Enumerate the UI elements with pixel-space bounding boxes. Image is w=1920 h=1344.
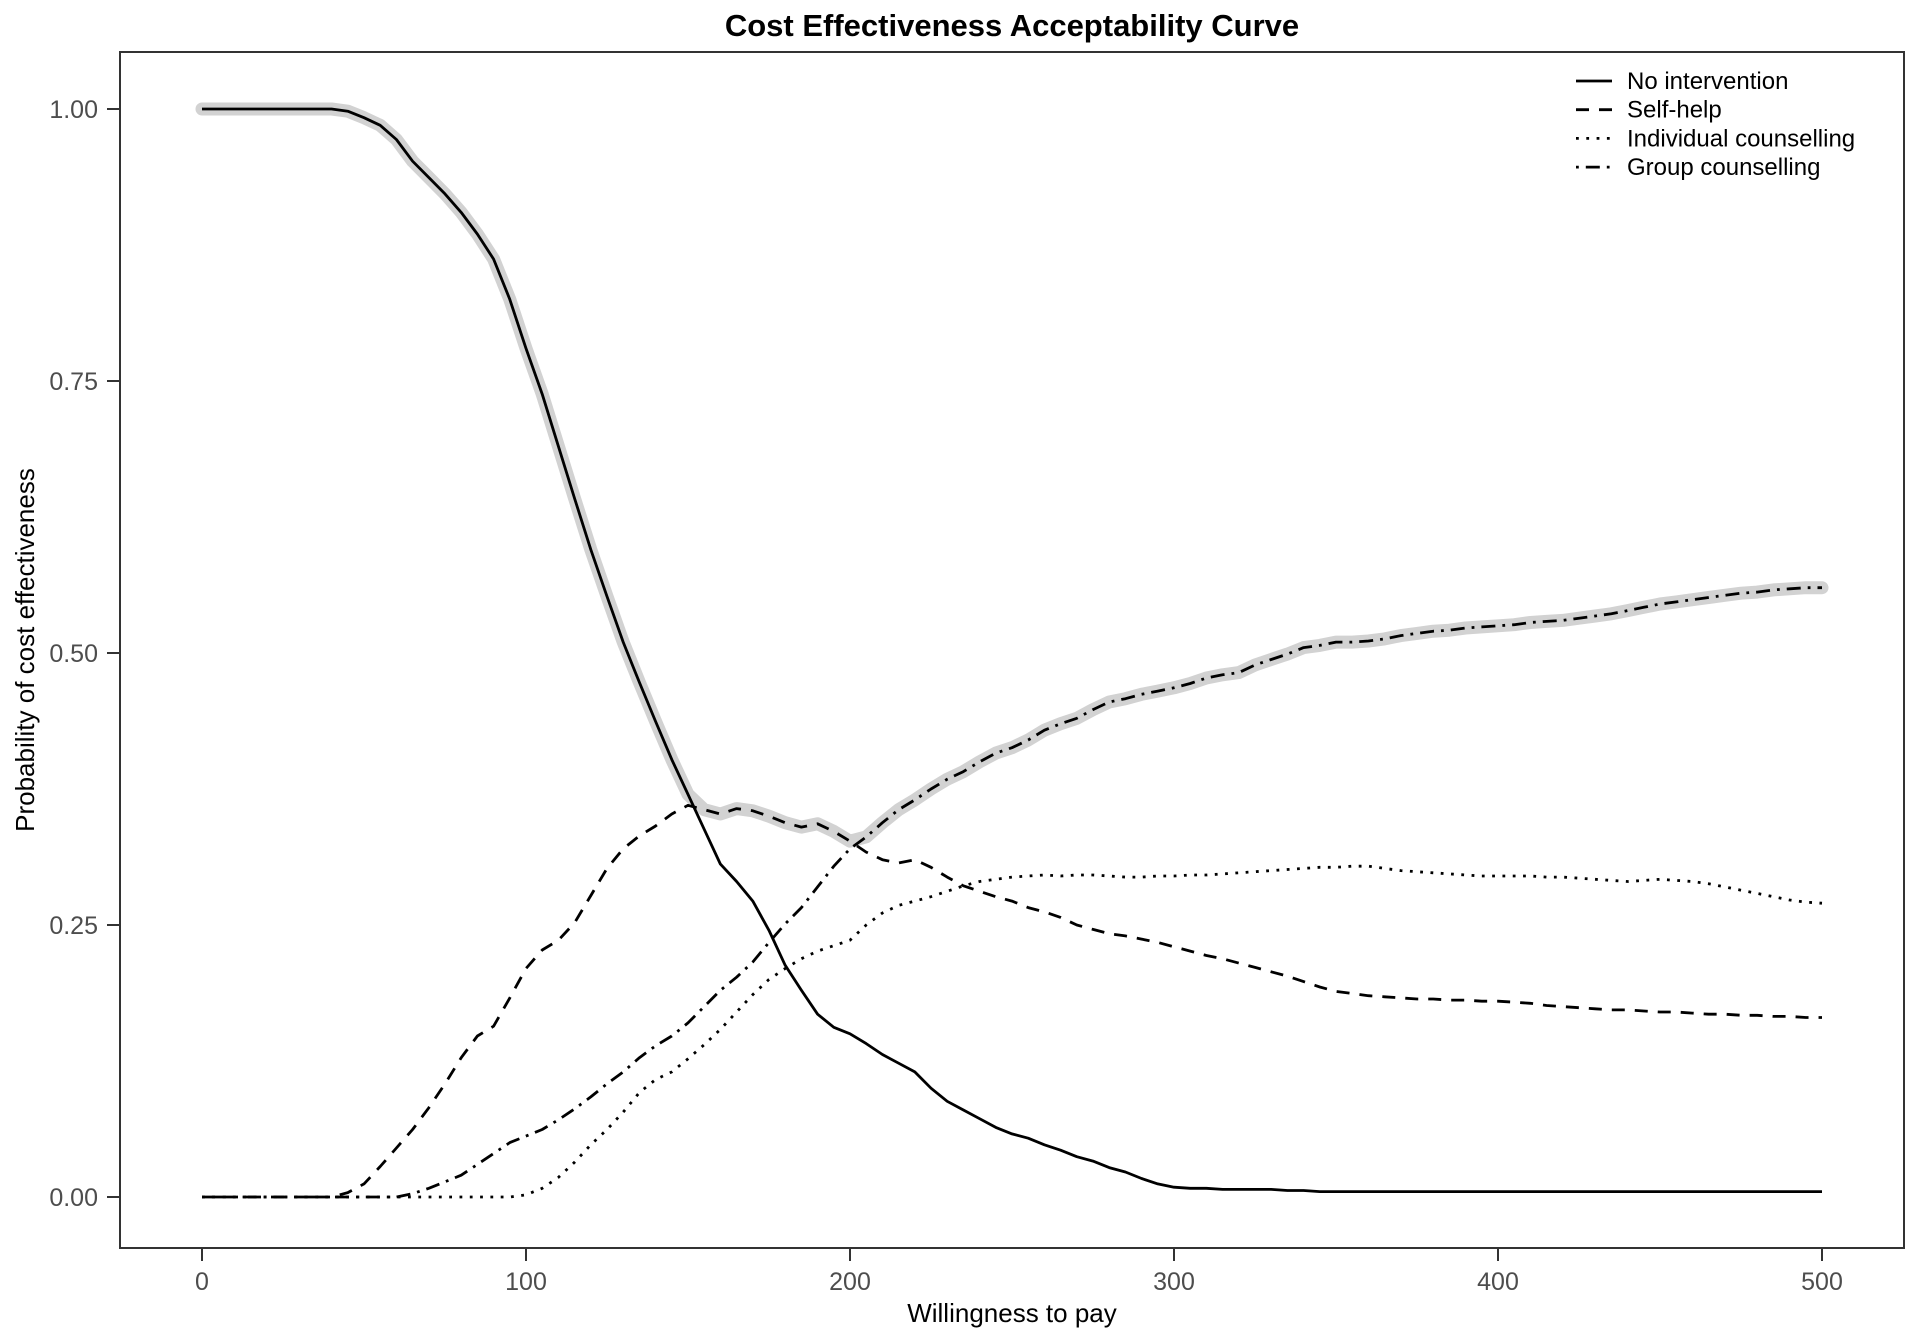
x-tick-label-400: 400	[1477, 1268, 1519, 1296]
series-line-individual-counselling	[202, 864, 1823, 1199]
series-layer	[202, 107, 1823, 1199]
panel-layer	[119, 51, 1905, 1249]
axis-layer: 0 100 200 300 400 500 0.00 0.25 0.50 0.75 1.00	[49, 96, 1843, 1296]
x-tick-label-200: 200	[829, 1268, 871, 1296]
legend-label: Individual counselling	[1627, 125, 1855, 152]
chart-title: Cost Effectiveness Acceptability Curve	[725, 8, 1299, 43]
y-tick-label-0.50: 0.50	[49, 640, 98, 668]
legend-item-group-counselling: Group counselling	[1576, 154, 1820, 181]
legend-item-individual-counselling: Individual counselling	[1576, 125, 1855, 152]
y-tick-label-1.00: 1.00	[49, 96, 98, 124]
x-tick-label-300: 300	[1153, 1268, 1195, 1296]
y-tick-label-0.00: 0.00	[49, 1184, 98, 1212]
frontier-halo	[195, 102, 1829, 848]
series-line-group-counselling	[202, 586, 1822, 1199]
y-tick-label-0.25: 0.25	[49, 912, 98, 940]
legend-label: Group counselling	[1627, 154, 1820, 181]
x-tick-label-0: 0	[195, 1268, 209, 1296]
series-line-self-help	[202, 803, 1822, 1199]
y-axis-title: Probability of cost effectiveness	[10, 468, 40, 832]
legend-item-self-help: Self-help	[1576, 97, 1722, 124]
legend-item-no-intervention: No intervention	[1576, 68, 1788, 95]
x-tick-label-100: 100	[505, 1268, 547, 1296]
panel-border	[119, 51, 1905, 1249]
frontier-halo-layer	[195, 102, 1829, 848]
legend-label: Self-help	[1627, 97, 1722, 124]
series-line-no-intervention	[202, 107, 1822, 1193]
x-tick-label-500: 500	[1801, 1268, 1843, 1296]
y-tick-label-0.75: 0.75	[49, 368, 98, 396]
x-axis-title: Willingness to pay	[907, 1298, 1117, 1328]
legend-label: No intervention	[1627, 68, 1788, 95]
